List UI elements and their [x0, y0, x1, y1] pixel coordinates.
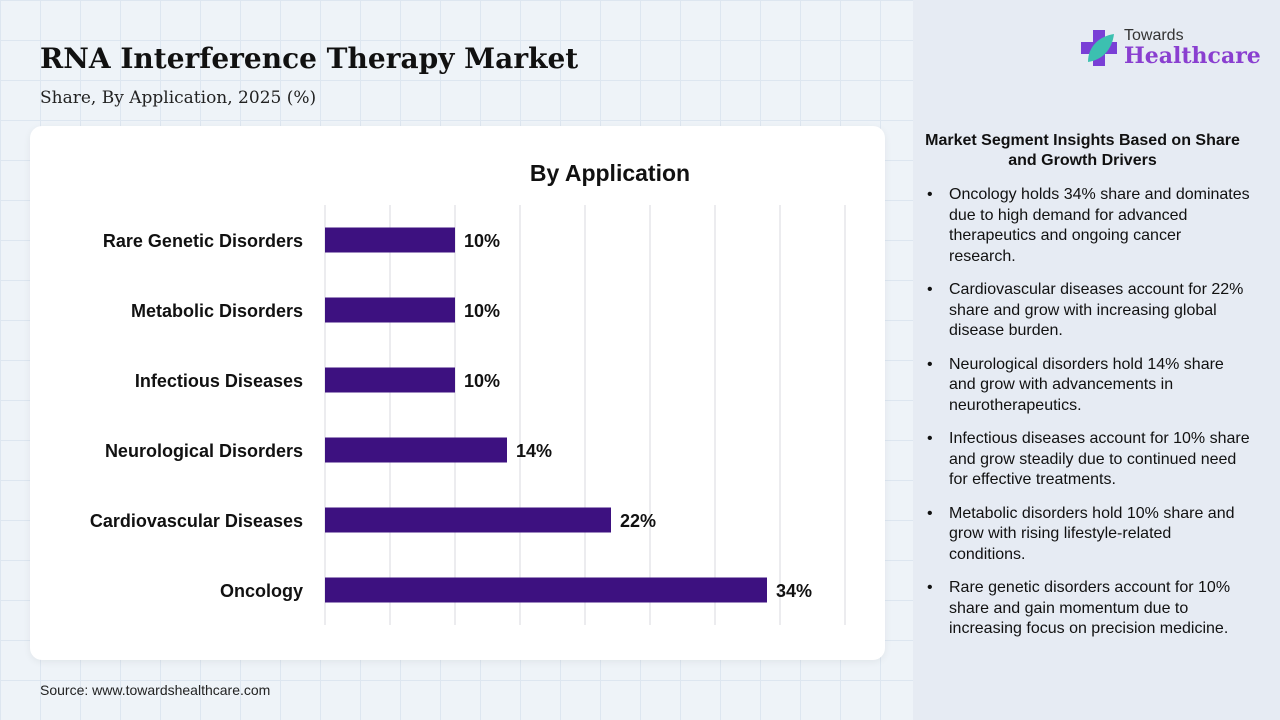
bar: [325, 437, 507, 463]
category-label: Rare Genetic Disorders: [103, 231, 303, 251]
chart-card: [30, 126, 885, 660]
data-label: 10%: [464, 371, 500, 391]
logo-text-towards: Towards: [1124, 27, 1184, 44]
category-label: Neurological Disorders: [105, 441, 303, 461]
logo-text-healthcare: Healthcare: [1124, 43, 1261, 69]
cross-leaf-icon: [1081, 30, 1117, 66]
bar: [325, 367, 455, 393]
page-subtitle: Share, By Application, 2025 (%): [40, 88, 317, 108]
insight-item: Neurological disorders hold 14% share an…: [925, 355, 1250, 417]
insight-item: Rare genetic disorders account for 10% s…: [925, 578, 1250, 640]
insight-item: Cardiovascular diseases account for 22% …: [925, 280, 1250, 342]
insight-item: Infectious diseases account for 10% shar…: [925, 429, 1250, 491]
category-label: Oncology: [220, 581, 303, 601]
bar-chart: Rare Genetic Disorders 10% Metabolic Disor…: [90, 205, 846, 625]
category-label: Cardiovascular Diseases: [90, 511, 303, 531]
data-label: 10%: [464, 301, 500, 321]
data-label: 10%: [464, 231, 500, 251]
insights-list: Oncology holds 34% share and dominates d…: [925, 185, 1250, 653]
source-text: Source: www.towardshealthcare.com: [40, 682, 271, 698]
bar: [325, 507, 611, 533]
insight-item: Metabolic disorders hold 10% share and g…: [925, 504, 1250, 566]
data-label: 22%: [620, 511, 656, 531]
category-label: Metabolic Disorders: [131, 301, 303, 321]
bar: [325, 577, 767, 603]
data-label: 34%: [776, 581, 812, 601]
chart-title: By Application: [529, 160, 691, 186]
insights-title: Market Segment Insights Based on Share a…: [925, 132, 1240, 169]
bar: [325, 227, 455, 253]
page-title: RNA Interference Therapy Market: [40, 42, 579, 75]
data-label: 14%: [516, 441, 552, 461]
category-label: Infectious Diseases: [135, 371, 303, 391]
insight-item: Oncology holds 34% share and dominates d…: [925, 185, 1250, 267]
bar: [325, 297, 455, 323]
brand-logo: Towards Healthcare: [1080, 28, 1261, 68]
